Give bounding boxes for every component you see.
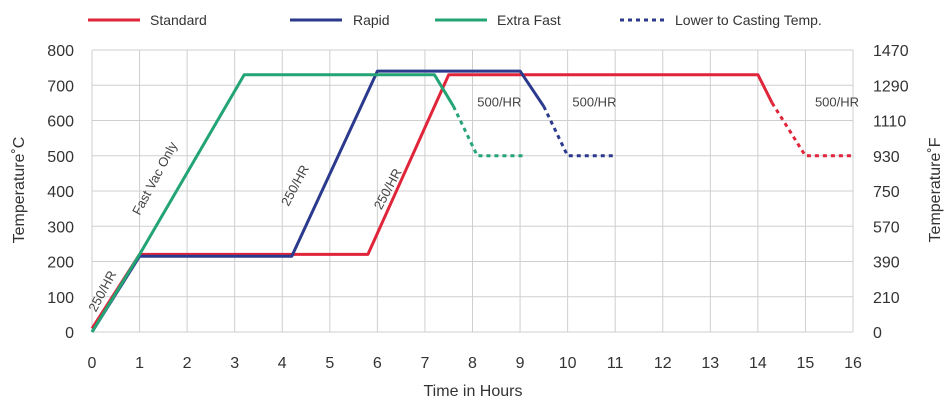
x-axis-label: Time in Hours [424,383,523,400]
x-tick-label: 7 [420,355,429,372]
legend-label: Rapid [353,12,390,28]
rate-annotation: 250/HR [371,166,405,212]
legend-label: Standard [150,12,207,28]
x-tick-label: 4 [278,355,287,372]
x-tick-label: 12 [654,355,672,372]
rate-annotation: 500/HR [477,94,521,109]
series-lines [90,69,853,333]
legend-label: Lower to Casting Temp. [675,12,822,28]
y-axis-label-left: Temperature˚C [11,137,28,244]
series-line-rapid-casting [542,105,616,158]
x-tick-label: 10 [559,355,577,372]
rate-annotation: Fast Vac Only [129,139,180,218]
y-tick-label-right: 570 [873,219,900,236]
y-tick-label-left: 0 [65,325,74,342]
series-line-standard-casting [770,102,853,158]
x-tick-label: 2 [183,355,192,372]
x-tick-label: 9 [516,355,525,372]
x-tick-label: 6 [373,355,382,372]
series-line-standard [90,73,774,330]
x-tick-label: 16 [844,355,862,372]
y-tick-label-right: 930 [873,149,900,166]
y-tick-label-left: 400 [47,184,74,201]
y-tick-label-right: 210 [873,290,900,307]
rate-annotation: 250/HR [85,268,119,314]
y-tick-label-right: 750 [873,184,900,201]
x-tick-label: 3 [230,355,239,372]
y-tick-label-right: 1290 [873,78,909,95]
x-tick-label: 15 [797,355,815,372]
y-tick-label-left: 600 [47,114,74,131]
series-line-extra-fast-casting [452,105,525,158]
y-tick-label-right: 1470 [873,43,909,60]
x-tick-label: 5 [325,355,334,372]
y-tick-label-left: 800 [47,43,74,60]
y-tick-label-left: 100 [47,290,74,307]
legend-label: Extra Fast [497,12,561,28]
rate-annotation: 500/HR [815,94,859,109]
y-tick-label-left: 300 [47,219,74,236]
y-tick-label-right: 390 [873,255,900,272]
x-tick-label: 8 [468,355,477,372]
grid [91,49,854,333]
rate-annotation: 500/HR [572,94,616,109]
legend: Standard Rapid Extra Fast Lower to Casting … [88,12,822,28]
x-tick-label: 11 [607,355,624,372]
x-tick-label: 14 [749,355,767,372]
y-tick-label-right: 1110 [873,114,906,131]
series-line-extra-fast [90,73,455,333]
series-line-rapid [90,69,546,333]
y-tick-label-left: 500 [47,149,74,166]
y-axis-label-right: Temperature˚F [927,137,944,242]
y-tick-label-left: 700 [47,78,74,95]
y-tick-label-right: 0 [873,325,882,342]
x-tick-label: 1 [135,355,144,372]
x-tick-label: 0 [88,355,97,372]
y-tick-label-left: 200 [47,255,74,272]
rate-annotation: 250/HR [278,162,312,208]
x-tick-label: 13 [701,355,719,372]
